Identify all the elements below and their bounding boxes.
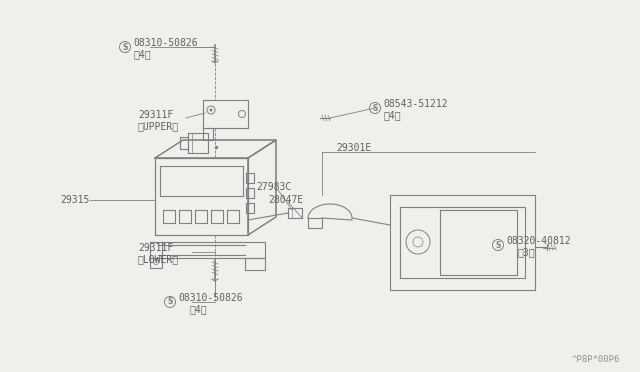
Text: 29311F: 29311F [138,110,173,120]
Text: 29311F: 29311F [138,243,173,253]
Text: 08543-51212: 08543-51212 [383,99,447,109]
Text: 29301E: 29301E [336,143,371,153]
Text: S: S [372,103,378,112]
Text: 08320-40812: 08320-40812 [506,236,571,246]
Text: （LOWER）: （LOWER） [138,254,179,264]
Text: S: S [495,241,500,250]
Circle shape [209,109,212,112]
Polygon shape [248,140,276,235]
Text: （4）: （4） [190,304,207,314]
Text: 27983C: 27983C [256,182,291,192]
Text: S: S [122,42,128,51]
Text: （UPPER）: （UPPER） [138,121,179,131]
Text: 08310-50826: 08310-50826 [133,38,198,48]
Polygon shape [155,140,276,158]
Text: 08310-50826: 08310-50826 [178,293,243,303]
Text: 28047E: 28047E [268,195,303,205]
Polygon shape [155,158,248,235]
Text: S: S [167,298,173,307]
Text: 29315: 29315 [60,195,90,205]
Text: （4）: （4） [383,110,401,120]
Text: （3）: （3） [518,247,536,257]
Text: ^P8P*00P6: ^P8P*00P6 [572,356,620,365]
Text: （4）: （4） [133,49,150,59]
